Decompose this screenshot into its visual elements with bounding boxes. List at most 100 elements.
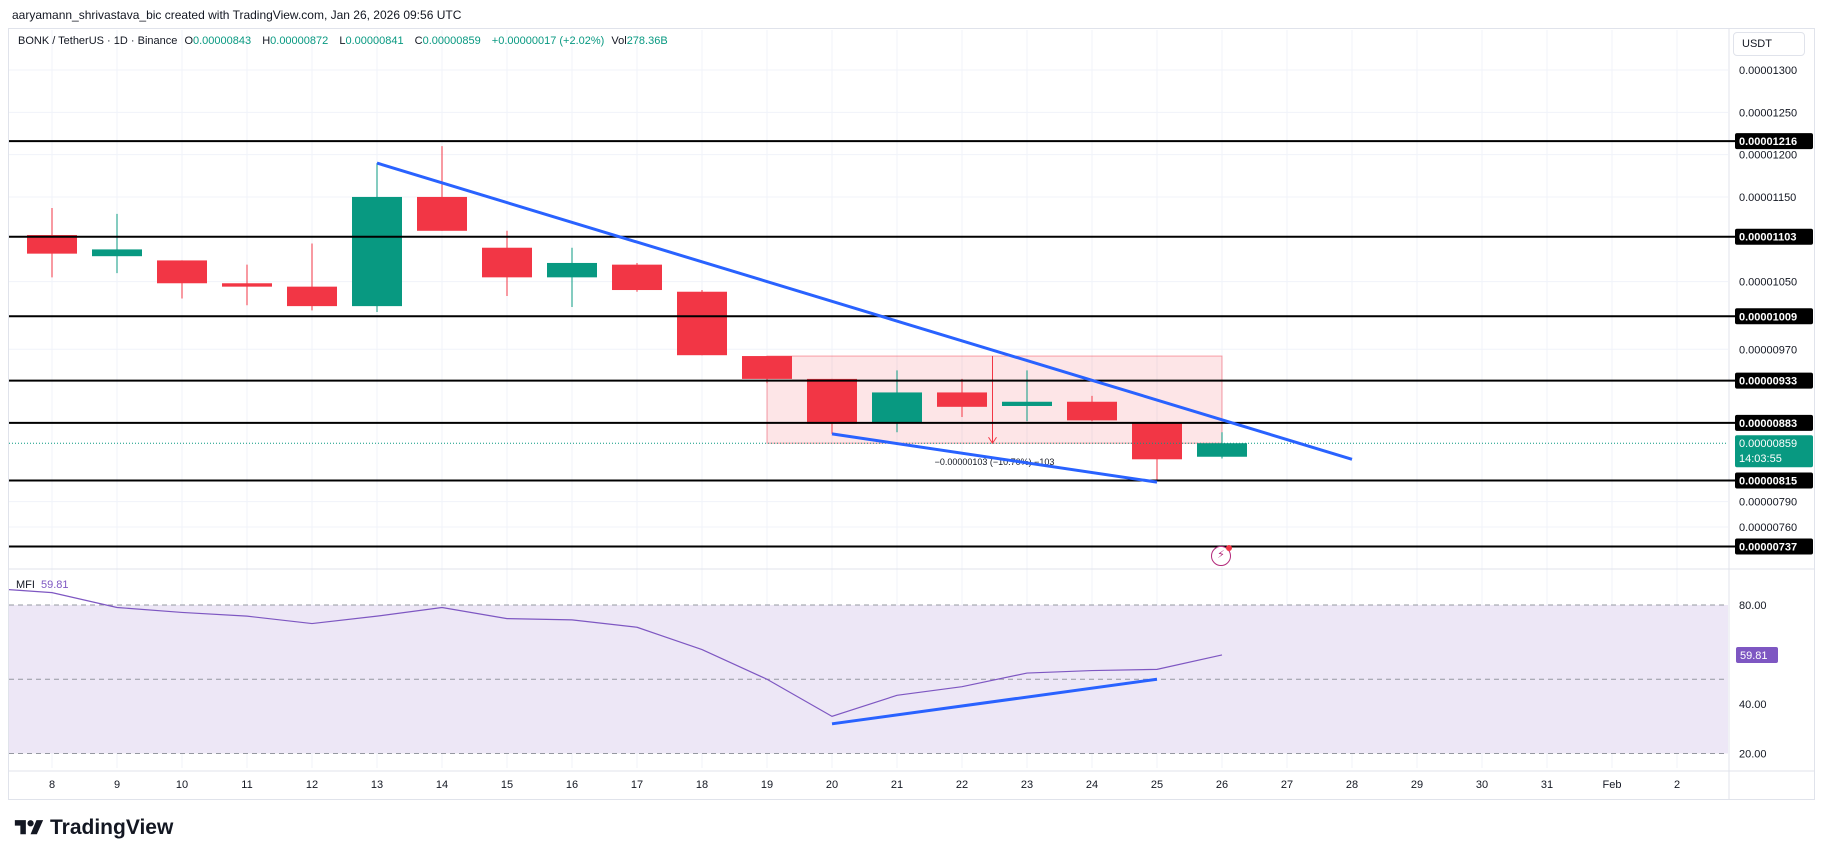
y-tick-label: 0.00001050 <box>1739 277 1797 289</box>
candle-body <box>92 249 142 257</box>
x-tick-label: 18 <box>696 779 708 791</box>
key-level-tag <box>1735 372 1813 389</box>
candle-body <box>677 291 727 356</box>
candle-body <box>937 392 987 407</box>
horizontal-levels: 0.00001216 0.00001103 0.00001009 0.00000933… <box>9 133 1813 555</box>
key-level-tag <box>1735 472 1813 489</box>
brand-name: TradingView <box>50 816 174 839</box>
x-tick-label: 11 <box>241 779 252 791</box>
currency-button[interactable]: USDT <box>1733 32 1805 56</box>
candle-body <box>1002 401 1052 406</box>
x-tick-label: 8 <box>49 779 55 791</box>
y-tick-label: 0.00001300 <box>1739 65 1797 77</box>
mfi-last-value-tag <box>1736 646 1778 663</box>
candle-body <box>222 283 272 287</box>
y-tick-label: 0.00001200 <box>1739 150 1797 162</box>
key-level-label: 0.00001103 <box>1739 232 1797 244</box>
mfi-value: 59.81 <box>40 579 69 591</box>
volume-value: 278.36B <box>626 35 668 47</box>
high-value: 0.00000872 <box>270 35 329 47</box>
trendline <box>376 161 1353 461</box>
low-value: 0.00000841 <box>345 35 404 47</box>
candle-body <box>352 196 402 307</box>
key-level-label: 0.00000883 <box>1739 418 1797 430</box>
candles <box>27 146 1247 481</box>
symbol-title: BONK / TetherUS · 1D · Binance <box>18 35 178 47</box>
x-tick-label: 27 <box>1281 779 1293 791</box>
x-tick-label: 26 <box>1216 779 1228 791</box>
x-tick-label: 25 <box>1151 779 1163 791</box>
x-tick-label: 13 <box>371 779 383 791</box>
candle-body <box>27 235 77 254</box>
x-tick-label: 14 <box>436 779 448 791</box>
change-value: +0.00000017 (+2.02%) <box>491 35 605 47</box>
candle-body <box>547 262 597 278</box>
x-tick-label: 29 <box>1411 779 1423 791</box>
mfi-tick-label: 80.00 <box>1739 600 1767 612</box>
x-tick-label: 31 <box>1541 779 1553 791</box>
candle-body <box>287 286 337 307</box>
symbol-legend: BONK / TetherUS · 1D · Binance O0.000008… <box>18 35 676 47</box>
close-value: 0.00000859 <box>422 35 481 47</box>
key-level-tag <box>1735 308 1813 325</box>
key-level-label: 0.00001009 <box>1739 311 1797 323</box>
volume-label: Vol <box>611 35 627 47</box>
close-label: C <box>414 35 423 47</box>
candle-body <box>612 264 662 291</box>
x-tick-label: 2 <box>1674 779 1680 791</box>
low-label: L <box>339 35 346 47</box>
mfi-pane: 80.00 40.00 20.00 59.81 <box>8 589 1778 761</box>
x-tick-label: 28 <box>1346 779 1358 791</box>
tradingview-logo-icon <box>14 820 44 835</box>
candle-body <box>1197 443 1247 457</box>
trendlines <box>376 161 1353 484</box>
last-price-label: 0.00000859 <box>1739 438 1797 450</box>
x-tick-label: 17 <box>631 779 643 791</box>
candle-body <box>742 356 792 379</box>
x-tick-label: 9 <box>114 779 120 791</box>
x-tick-label: 30 <box>1476 779 1488 791</box>
x-tick-label: 20 <box>826 779 838 791</box>
mfi-line <box>8 589 1223 718</box>
key-level-tag <box>1735 414 1813 431</box>
open-label: O <box>184 35 193 47</box>
key-level-tag <box>1735 133 1813 150</box>
candle-body <box>872 392 922 423</box>
last-price-tag <box>1735 435 1813 468</box>
x-tick-label: 12 <box>306 779 318 791</box>
x-tick-label: 16 <box>566 779 578 791</box>
bar-countdown-label: 14:03:55 <box>1739 453 1782 465</box>
tradingview-brand: TradingView <box>12 816 173 840</box>
candle-body <box>807 378 857 424</box>
key-level-label: 0.00000737 <box>1739 541 1797 553</box>
lightning-event-icon[interactable]: ⚡ <box>1211 545 1232 566</box>
x-tick-label: 23 <box>1021 779 1033 791</box>
x-tick-label: 22 <box>956 779 968 791</box>
high-label: H <box>262 35 271 47</box>
x-tick-label: 21 <box>891 779 903 791</box>
candle-body <box>417 196 467 231</box>
open-value: 0.00000843 <box>193 35 252 47</box>
chart-frame <box>8 28 1815 800</box>
range-arrow-head <box>988 436 997 445</box>
candle-body <box>482 247 532 278</box>
x-tick-label: 24 <box>1086 779 1098 791</box>
mfi-legend: MFI 59.81 <box>16 579 68 591</box>
time-axis: 8 9 10 11 12 13 14 15 16 17 18 19 20 21 22 23 24 25 26 27 28… <box>9 770 1815 791</box>
y-tick-label: 0.00001250 <box>1739 107 1797 119</box>
range-measure-label: −0.00000103 (−10.70%) −103 <box>935 457 1055 467</box>
chart-credit: aaryamann_shrivastava_bic created with T… <box>12 8 462 22</box>
key-level-tag <box>1735 228 1813 245</box>
y-tick-label: 0.00000970 <box>1739 344 1797 356</box>
trendline <box>831 432 1158 484</box>
key-level-label: 0.00000815 <box>1739 475 1797 487</box>
key-level-label: 0.00000933 <box>1739 376 1797 388</box>
mfi-tick-label: 40.00 <box>1739 699 1767 711</box>
x-tick-label: 10 <box>176 779 188 791</box>
x-tick-label: Feb <box>1603 779 1622 791</box>
mfi-label: MFI <box>16 579 35 591</box>
x-tick-label: 19 <box>761 779 773 791</box>
y-tick-label: 0.00000760 <box>1739 522 1797 534</box>
candle-body <box>1132 422 1182 460</box>
